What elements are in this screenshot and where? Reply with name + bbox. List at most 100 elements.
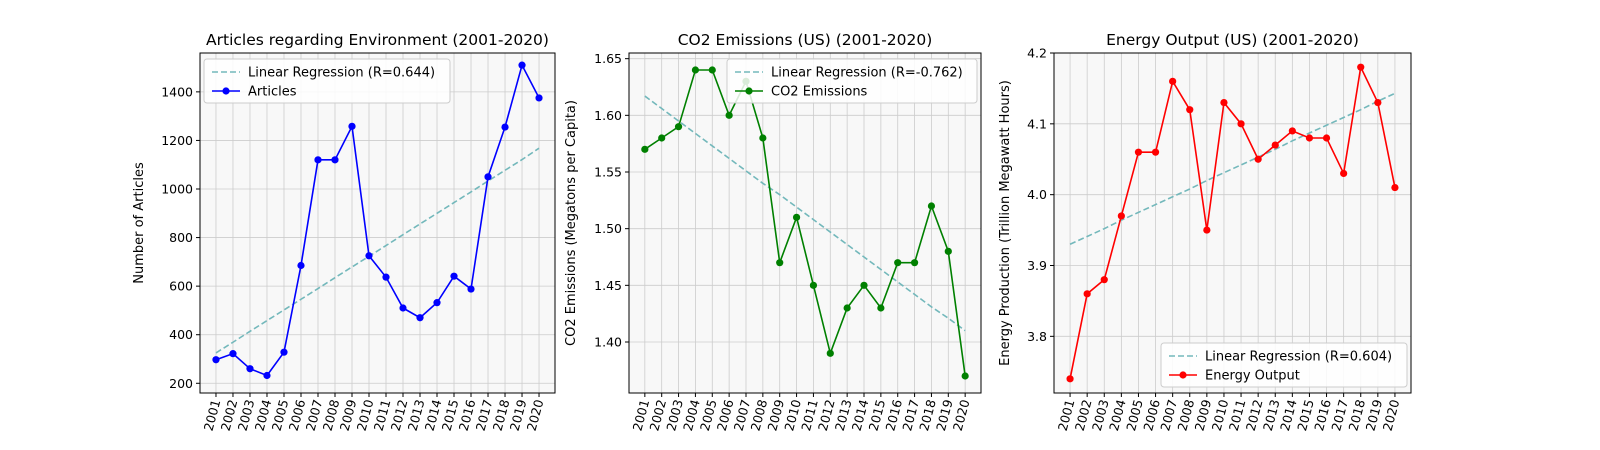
y-tick-label: 1.40 xyxy=(594,335,622,350)
data-point xyxy=(535,94,543,102)
legend-regression-label: Linear Regression (R=-0.762) xyxy=(771,66,963,81)
data-point xyxy=(1237,120,1245,128)
legend-box xyxy=(203,58,451,104)
data-point xyxy=(280,348,288,356)
data-point xyxy=(691,66,700,74)
data-point xyxy=(518,61,526,69)
chart-title: Energy Output (US) (2001-2020) xyxy=(1106,31,1359,49)
data-point xyxy=(1186,106,1194,114)
data-point xyxy=(484,173,492,181)
y-tick-label: 1200 xyxy=(161,133,193,148)
energy-output-chart: 3.83.94.04.14.22001200220032004200520062… xyxy=(998,31,1412,433)
data-point xyxy=(1305,134,1314,142)
plot-area xyxy=(200,53,555,393)
data-point xyxy=(348,122,356,130)
data-point xyxy=(1322,134,1331,142)
data-point xyxy=(1134,148,1143,156)
y-tick-label: 600 xyxy=(169,279,193,294)
data-point xyxy=(1117,212,1125,220)
legend-series-marker xyxy=(745,87,753,95)
y-tick-label: 4.2 xyxy=(1027,46,1047,61)
data-point xyxy=(658,134,666,142)
data-point xyxy=(1100,276,1108,284)
data-point xyxy=(1357,63,1365,71)
data-point xyxy=(297,261,305,270)
axes-frame xyxy=(628,52,982,394)
series-line xyxy=(1069,64,1396,379)
data-point xyxy=(1271,141,1279,149)
data-point xyxy=(826,349,834,357)
data-point xyxy=(843,304,851,312)
co2-emissions-chart: 1.401.451.501.551.601.652001200220032004… xyxy=(564,31,982,433)
y-tick-label: 4.1 xyxy=(1027,116,1047,131)
data-point xyxy=(1254,155,1262,163)
data-point xyxy=(776,259,784,267)
data-point xyxy=(927,202,936,210)
data-point xyxy=(501,123,509,131)
y-tick-label: 800 xyxy=(169,230,193,245)
y-tick-label: 200 xyxy=(169,376,193,391)
chart-title: CO2 Emissions (US) (2001-2020) xyxy=(678,31,933,49)
data-point xyxy=(433,299,441,307)
legend-regression-label: Linear Regression (R=0.644) xyxy=(248,66,435,81)
data-point xyxy=(674,123,683,131)
data-point xyxy=(1066,375,1074,383)
data-point xyxy=(416,314,424,322)
y-tick-label: 1.45 xyxy=(594,278,622,293)
data-point xyxy=(910,259,919,267)
data-point xyxy=(467,285,475,293)
data-point xyxy=(263,371,271,380)
data-point xyxy=(759,134,767,142)
data-point xyxy=(944,247,952,255)
regression-line xyxy=(215,147,540,354)
data-point xyxy=(725,111,733,119)
legend-series-label: Energy Output xyxy=(1205,369,1300,384)
y-tick-label: 1.65 xyxy=(594,51,622,66)
y-axis-label: Energy Production (Trillion Megawatt Hou… xyxy=(998,80,1013,366)
data-point xyxy=(1374,98,1382,107)
legend: Linear Regression (R=0.644) Articles xyxy=(203,58,451,104)
data-point xyxy=(1288,127,1296,135)
legend-series-marker xyxy=(222,87,230,95)
data-point xyxy=(382,273,390,281)
data-point xyxy=(792,213,801,221)
data-point xyxy=(246,365,254,373)
data-point xyxy=(331,156,339,164)
data-point xyxy=(877,304,885,312)
legend-box xyxy=(1160,342,1408,388)
axes-frame xyxy=(199,52,556,394)
y-tick-label: 1.55 xyxy=(594,165,622,180)
legend: Linear Regression (R=-0.762) CO2 Emission… xyxy=(726,58,978,104)
data-point xyxy=(708,66,716,74)
legend-series-label: CO2 Emissions xyxy=(771,85,868,100)
y-axis-label: CO2 Emissions (Megatons per Capita) xyxy=(564,100,579,346)
data-point xyxy=(1169,77,1177,85)
y-tick-label: 4.0 xyxy=(1027,187,1047,202)
legend-regression-label: Linear Regression (R=0.604) xyxy=(1205,350,1392,365)
data-point xyxy=(212,356,220,364)
regression-line xyxy=(644,95,966,332)
data-point xyxy=(314,156,322,164)
data-point xyxy=(365,252,373,260)
data-point xyxy=(894,259,902,267)
data-point xyxy=(1220,98,1228,107)
y-axis-label: Number of Articles xyxy=(132,162,147,284)
data-point xyxy=(399,304,407,312)
legend-series-marker xyxy=(1179,371,1187,379)
data-point xyxy=(809,281,818,289)
data-point xyxy=(229,350,237,358)
data-point xyxy=(860,281,868,289)
chart-title: Articles regarding Environment (2001-202… xyxy=(206,31,549,49)
axes-frame xyxy=(1053,52,1412,394)
y-tick-label: 1.60 xyxy=(594,108,622,123)
y-tick-label: 3.8 xyxy=(1027,329,1047,344)
articles-chart: 2004006008001000120014002001200220032004… xyxy=(132,31,556,433)
data-point xyxy=(1391,183,1399,192)
legend-box xyxy=(726,58,978,104)
y-tick-label: 1400 xyxy=(161,84,193,99)
data-point xyxy=(961,372,969,380)
y-tick-label: 1000 xyxy=(161,182,193,197)
plot-area xyxy=(1054,53,1411,393)
y-tick-label: 1.50 xyxy=(594,221,622,236)
